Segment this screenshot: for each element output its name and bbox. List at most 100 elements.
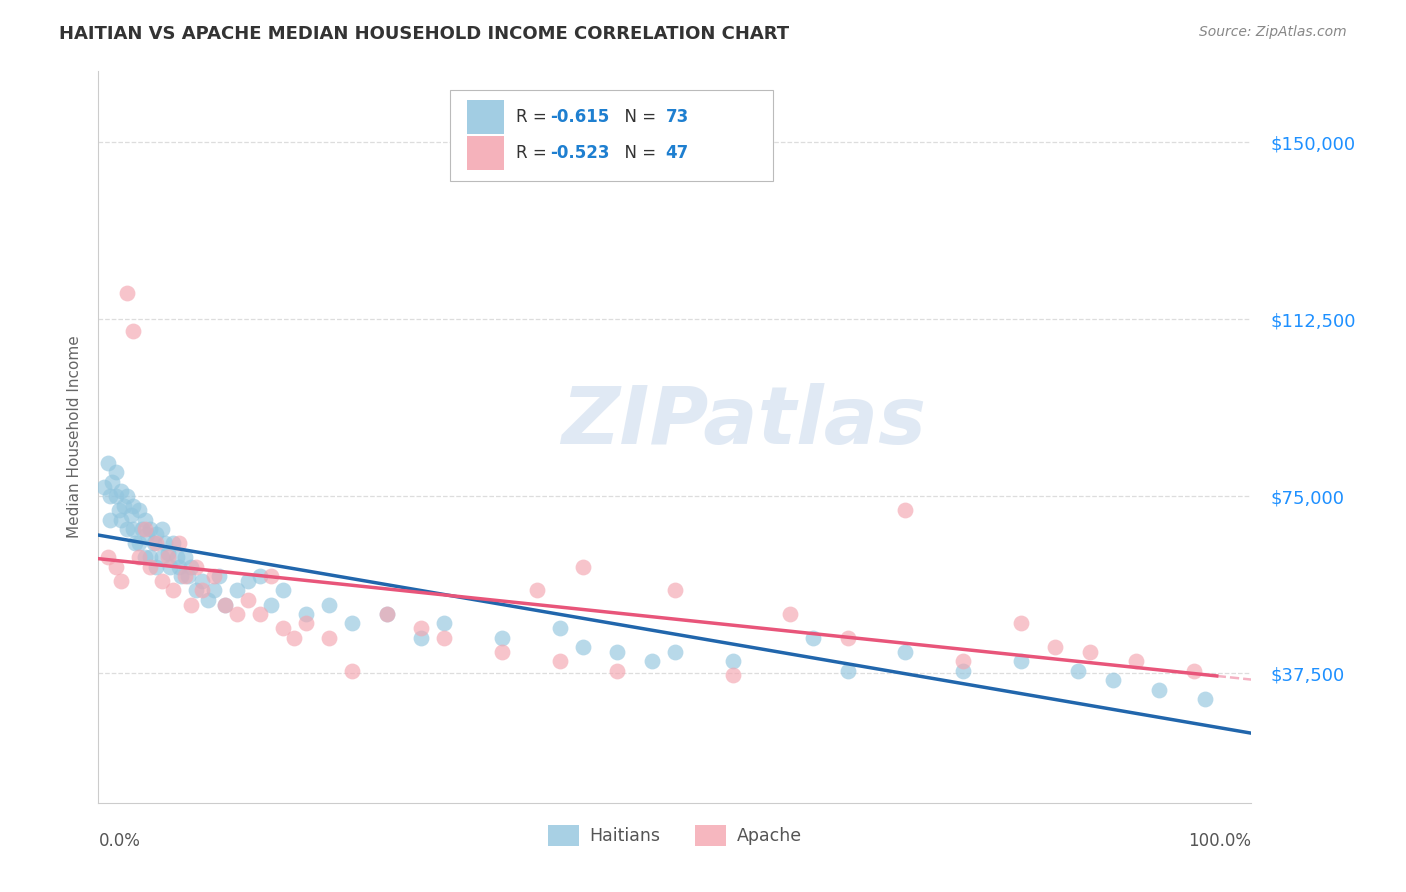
Point bbox=[375, 607, 398, 621]
Point bbox=[664, 645, 686, 659]
Text: N =: N = bbox=[614, 145, 661, 162]
Point bbox=[166, 550, 188, 565]
Point bbox=[97, 456, 120, 470]
Point bbox=[180, 559, 202, 574]
Point bbox=[491, 645, 513, 659]
Text: R =: R = bbox=[516, 108, 551, 126]
Point bbox=[283, 631, 305, 645]
Point bbox=[1010, 616, 1032, 631]
Point bbox=[225, 607, 247, 621]
Text: Source: ZipAtlas.com: Source: ZipAtlas.com bbox=[1199, 25, 1347, 39]
Point bbox=[108, 503, 131, 517]
Point bbox=[124, 536, 146, 550]
Point bbox=[162, 583, 184, 598]
Point bbox=[162, 536, 184, 550]
Point bbox=[150, 522, 173, 536]
Point bbox=[249, 569, 271, 583]
Point bbox=[202, 583, 225, 598]
Point bbox=[1010, 654, 1032, 668]
Point bbox=[145, 559, 167, 574]
Point bbox=[167, 559, 190, 574]
Point bbox=[117, 286, 139, 301]
Point bbox=[318, 598, 340, 612]
Point bbox=[894, 645, 917, 659]
Point bbox=[571, 640, 593, 654]
Point bbox=[170, 569, 193, 583]
Point bbox=[186, 583, 208, 598]
Point bbox=[128, 536, 150, 550]
Text: ZIPatlas: ZIPatlas bbox=[561, 384, 927, 461]
Point bbox=[110, 484, 132, 499]
Point bbox=[721, 668, 744, 682]
Point bbox=[128, 503, 150, 517]
Text: HAITIAN VS APACHE MEDIAN HOUSEHOLD INCOME CORRELATION CHART: HAITIAN VS APACHE MEDIAN HOUSEHOLD INCOM… bbox=[59, 25, 789, 43]
Text: 100.0%: 100.0% bbox=[1188, 832, 1251, 850]
Point bbox=[271, 583, 294, 598]
Point bbox=[318, 631, 340, 645]
FancyBboxPatch shape bbox=[467, 100, 505, 134]
Point bbox=[120, 508, 142, 522]
Point bbox=[1067, 664, 1090, 678]
Point bbox=[174, 569, 197, 583]
Point bbox=[97, 550, 120, 565]
Point bbox=[548, 621, 571, 635]
Point bbox=[641, 654, 664, 668]
Point bbox=[606, 664, 628, 678]
Point bbox=[952, 654, 974, 668]
Point bbox=[952, 664, 974, 678]
Point bbox=[1182, 664, 1205, 678]
Point bbox=[208, 569, 231, 583]
Y-axis label: Median Household Income: Median Household Income bbox=[66, 335, 82, 539]
Point bbox=[295, 616, 318, 631]
Point bbox=[1194, 692, 1216, 706]
Text: -0.615: -0.615 bbox=[550, 108, 610, 126]
Point bbox=[375, 607, 398, 621]
Point bbox=[411, 631, 433, 645]
Point bbox=[139, 522, 162, 536]
Text: 0.0%: 0.0% bbox=[98, 832, 141, 850]
Point bbox=[1147, 682, 1170, 697]
Point bbox=[112, 499, 135, 513]
Point bbox=[202, 569, 225, 583]
Point bbox=[214, 598, 236, 612]
Point bbox=[104, 489, 127, 503]
Point bbox=[837, 631, 859, 645]
Point bbox=[894, 503, 917, 517]
Point bbox=[191, 574, 214, 588]
Text: N =: N = bbox=[614, 108, 661, 126]
Point bbox=[159, 559, 181, 574]
Point bbox=[122, 324, 145, 338]
Point bbox=[180, 598, 202, 612]
Point bbox=[433, 631, 456, 645]
Point bbox=[548, 654, 571, 668]
Point bbox=[249, 607, 271, 621]
Text: 73: 73 bbox=[665, 108, 689, 126]
Point bbox=[117, 489, 139, 503]
Point bbox=[191, 583, 214, 598]
Point bbox=[260, 569, 283, 583]
Legend: Haitians, Apache: Haitians, Apache bbox=[541, 818, 808, 853]
Point bbox=[411, 621, 433, 635]
Point bbox=[167, 536, 190, 550]
Point bbox=[122, 522, 145, 536]
Point bbox=[98, 489, 121, 503]
Point bbox=[1078, 645, 1101, 659]
Point bbox=[1125, 654, 1147, 668]
Point bbox=[801, 631, 824, 645]
Point bbox=[837, 664, 859, 678]
Point bbox=[260, 598, 283, 612]
Point bbox=[225, 583, 247, 598]
Point bbox=[1102, 673, 1125, 687]
Text: R =: R = bbox=[516, 145, 551, 162]
Point bbox=[150, 550, 173, 565]
Point bbox=[214, 598, 236, 612]
Point bbox=[110, 513, 132, 527]
Point bbox=[491, 631, 513, 645]
Point bbox=[134, 550, 156, 565]
Point bbox=[134, 522, 156, 536]
Point bbox=[177, 569, 200, 583]
Point bbox=[433, 616, 456, 631]
Point bbox=[295, 607, 318, 621]
Point bbox=[340, 616, 363, 631]
Point bbox=[145, 526, 167, 541]
